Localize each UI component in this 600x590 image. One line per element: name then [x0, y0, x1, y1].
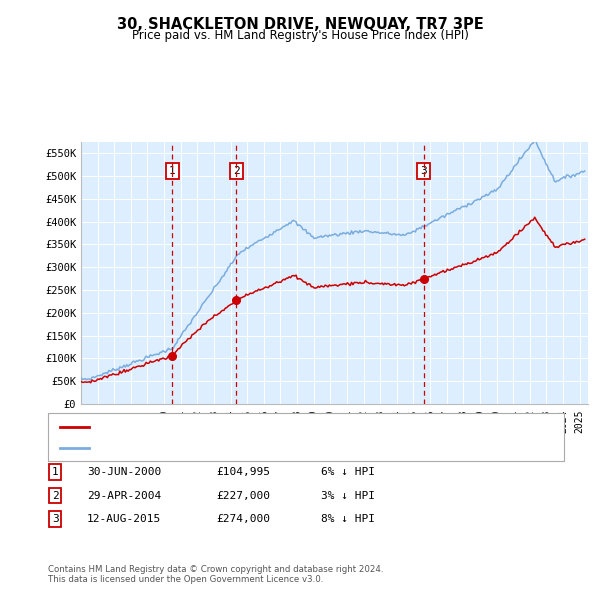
- Text: 30, SHACKLETON DRIVE, NEWQUAY, TR7 3PE (detached house): 30, SHACKLETON DRIVE, NEWQUAY, TR7 3PE (…: [92, 421, 436, 431]
- Text: 1: 1: [169, 166, 176, 176]
- Text: 8% ↓ HPI: 8% ↓ HPI: [321, 514, 375, 524]
- Text: £274,000: £274,000: [216, 514, 270, 524]
- Text: 30, SHACKLETON DRIVE, NEWQUAY, TR7 3PE: 30, SHACKLETON DRIVE, NEWQUAY, TR7 3PE: [116, 17, 484, 31]
- Text: 3: 3: [421, 166, 427, 176]
- Text: 3% ↓ HPI: 3% ↓ HPI: [321, 491, 375, 500]
- Text: 30-JUN-2000: 30-JUN-2000: [87, 467, 161, 477]
- Text: 2: 2: [52, 491, 59, 500]
- Text: 12-AUG-2015: 12-AUG-2015: [87, 514, 161, 524]
- Text: HPI: Average price, detached house, Cornwall: HPI: Average price, detached house, Corn…: [92, 443, 367, 453]
- Text: 2: 2: [233, 166, 239, 176]
- Text: Price paid vs. HM Land Registry's House Price Index (HPI): Price paid vs. HM Land Registry's House …: [131, 30, 469, 42]
- Text: £227,000: £227,000: [216, 491, 270, 500]
- Text: 29-APR-2004: 29-APR-2004: [87, 491, 161, 500]
- Text: 6% ↓ HPI: 6% ↓ HPI: [321, 467, 375, 477]
- Text: £104,995: £104,995: [216, 467, 270, 477]
- Text: 3: 3: [52, 514, 59, 524]
- Text: 1: 1: [52, 467, 59, 477]
- Text: Contains HM Land Registry data © Crown copyright and database right 2024.
This d: Contains HM Land Registry data © Crown c…: [48, 565, 383, 584]
